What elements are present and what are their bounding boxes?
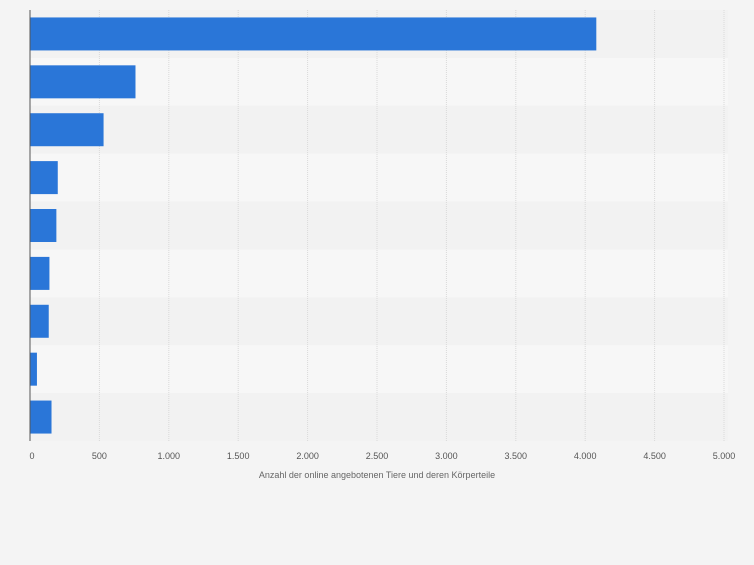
row-band bbox=[30, 345, 728, 394]
x-tick-label: 500 bbox=[92, 451, 107, 461]
x-tick-label: 2.000 bbox=[296, 451, 319, 461]
row-bands bbox=[30, 10, 728, 441]
row-band bbox=[30, 105, 728, 154]
x-tick-label: 0 bbox=[29, 451, 34, 461]
x-tick-label: 3.000 bbox=[435, 451, 458, 461]
x-tick-label: 1.000 bbox=[158, 451, 181, 461]
x-tick-label: 4.500 bbox=[643, 451, 666, 461]
bars bbox=[30, 17, 597, 434]
x-tick-label: 4.000 bbox=[574, 451, 597, 461]
x-tick-labels: 0 500 1.000 1.500 2.000 2.500 3.000 3.500 4.000 4… bbox=[29, 451, 735, 461]
bar[interactable] bbox=[30, 113, 104, 147]
bar[interactable] bbox=[30, 161, 58, 195]
row-band bbox=[30, 153, 728, 202]
x-tick-label: 2.500 bbox=[366, 451, 389, 461]
row-band bbox=[30, 57, 728, 106]
x-axis-title: Anzahl der online angebotenen Tiere und … bbox=[259, 470, 495, 480]
bar[interactable] bbox=[30, 17, 597, 51]
row-band bbox=[30, 249, 728, 298]
bar[interactable] bbox=[30, 352, 37, 386]
bar[interactable] bbox=[30, 256, 50, 290]
bar[interactable] bbox=[30, 65, 136, 99]
row-band bbox=[30, 201, 728, 250]
bar[interactable] bbox=[30, 209, 57, 242]
x-tick-label: 1.500 bbox=[227, 451, 250, 461]
x-tick-label: 3.500 bbox=[505, 451, 528, 461]
bar[interactable] bbox=[30, 304, 49, 338]
x-tick-label: 5.000 bbox=[713, 451, 736, 461]
row-band bbox=[30, 393, 728, 441]
row-band bbox=[30, 297, 728, 346]
bar[interactable] bbox=[30, 400, 52, 434]
